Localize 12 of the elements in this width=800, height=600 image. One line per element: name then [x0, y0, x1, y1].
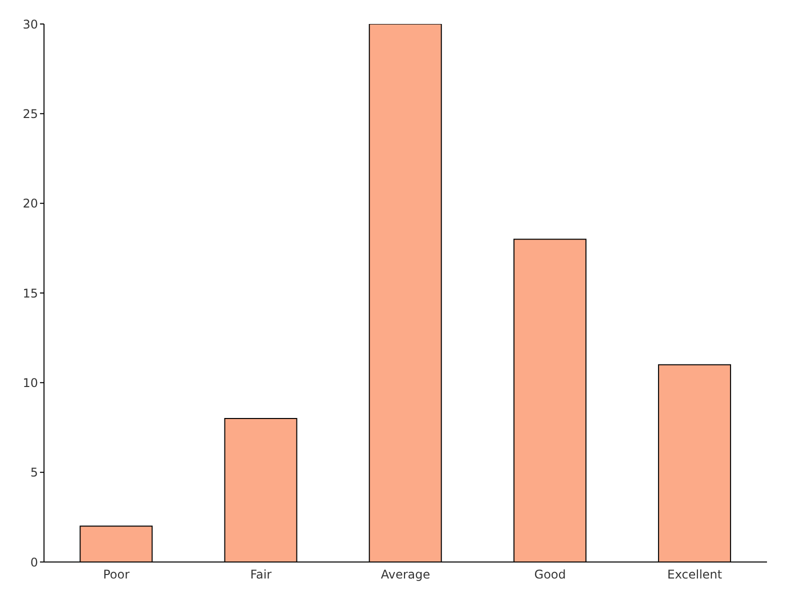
- x-tick-label: Fair: [250, 568, 272, 582]
- x-tick-label: Poor: [103, 568, 130, 582]
- y-tick-label: 10: [22, 376, 38, 390]
- y-tick-label: 30: [22, 17, 38, 32]
- x-tick-label: Good: [534, 568, 566, 582]
- x-tick-label: Excellent: [667, 568, 722, 582]
- y-tick-label: 0: [30, 555, 38, 570]
- y-tick-label: 25: [22, 106, 38, 121]
- x-tick-label: Average: [380, 568, 430, 582]
- y-tick-label: 20: [22, 196, 38, 211]
- y-tick-label: 5: [30, 466, 38, 480]
- y-tick-label: 15: [22, 286, 38, 300]
